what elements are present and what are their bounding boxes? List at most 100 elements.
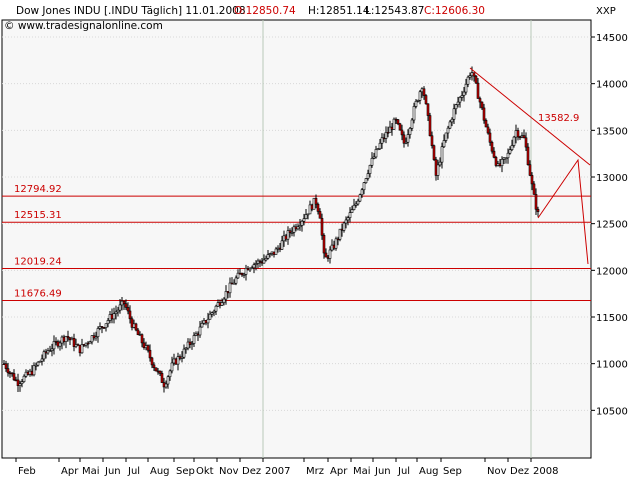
- candle-body: [228, 282, 232, 294]
- candle-body: [504, 157, 508, 160]
- candle-body: [318, 211, 322, 219]
- y-tick-label: 14500: [596, 33, 628, 44]
- candle-body: [102, 327, 106, 329]
- candle-body: [172, 358, 176, 364]
- x-tick-label: Aug: [150, 466, 170, 477]
- candle-body: [20, 381, 24, 384]
- candle-body: [522, 135, 526, 139]
- candle-body: [398, 123, 402, 131]
- candle-body: [480, 101, 484, 109]
- candle-body: [106, 320, 110, 324]
- candle-body: [474, 75, 478, 84]
- level-label: 12794.92: [14, 184, 62, 195]
- candle-body: [244, 267, 248, 275]
- candle-body: [108, 314, 112, 321]
- candle-body: [50, 348, 54, 351]
- candle-body: [10, 372, 14, 375]
- candle-body: [212, 310, 216, 313]
- candle-body: [32, 365, 36, 376]
- x-tick-label: Mai: [82, 466, 100, 477]
- candle-body: [124, 303, 128, 308]
- candle-body: [478, 98, 482, 103]
- candle-body: [118, 304, 122, 311]
- candle-body: [160, 373, 164, 383]
- candle-body: [380, 137, 384, 144]
- candle-body: [42, 351, 46, 360]
- candle-body: [424, 95, 428, 105]
- candle-body: [508, 149, 512, 154]
- candle-body: [96, 328, 100, 337]
- chart-grid: [2, 20, 591, 458]
- candle-body: [500, 159, 504, 167]
- candle-body: [58, 342, 62, 347]
- candle-body: [8, 372, 12, 375]
- candle-body: [206, 318, 210, 324]
- candle-body: [446, 127, 450, 134]
- candle-body: [242, 274, 246, 276]
- candle-body: [80, 344, 84, 354]
- candle-body: [84, 342, 88, 346]
- candle-body: [374, 149, 378, 158]
- candle-body: [274, 248, 278, 255]
- candle-body: [218, 302, 222, 306]
- candle-body: [360, 189, 364, 196]
- candle-body: [164, 383, 168, 388]
- x-axis: Feb Apr Mai Jun Jul Aug Sep Okt Nov Dez 2007 Mrz Apr…: [15, 458, 558, 477]
- candle-body: [176, 356, 180, 365]
- trendlines: [469, 67, 591, 265]
- candle-body: [268, 253, 272, 255]
- candle-body: [262, 259, 266, 264]
- candle-body: [66, 336, 70, 339]
- candle-body: [456, 101, 460, 106]
- level-label: 12019.24: [14, 257, 62, 268]
- x-tick-label: Apr: [330, 466, 348, 477]
- candle-body: [132, 323, 136, 328]
- candlestick-series: [2, 66, 540, 393]
- candle-body: [254, 263, 258, 265]
- candle-body: [94, 336, 98, 339]
- candle-body: [156, 370, 160, 373]
- candle-body: [510, 145, 514, 150]
- candle-body: [234, 277, 238, 284]
- candle-body: [528, 164, 532, 176]
- candle-body: [6, 368, 10, 374]
- candle-body: [344, 219, 348, 224]
- candle-body: [352, 204, 356, 210]
- candle-body: [52, 341, 56, 350]
- candle-body: [524, 137, 528, 148]
- plot-area: [1, 19, 592, 459]
- candle-body: [412, 106, 416, 121]
- candle-body: [68, 337, 72, 341]
- candle-body: [158, 370, 162, 374]
- candle-body: [452, 108, 456, 120]
- x-tick-label: Apr: [61, 466, 79, 477]
- candle-body: [144, 345, 148, 349]
- candle-body: [214, 305, 218, 312]
- candle-body: [34, 364, 38, 367]
- candle-body: [288, 230, 292, 233]
- candle-body: [178, 356, 182, 359]
- candle-body: [292, 226, 296, 233]
- candle-body: [416, 100, 420, 102]
- y-tick-label: 13500: [596, 126, 628, 137]
- candle-body: [18, 383, 22, 386]
- candle-body: [194, 333, 198, 336]
- candle-body: [100, 326, 104, 328]
- horizontal-levels: 12794.92 12515.31 12019.24 11676.49: [2, 184, 591, 302]
- candle-body: [378, 142, 382, 150]
- x-tick-label: Sep: [443, 466, 462, 477]
- candle-body: [370, 158, 374, 166]
- candle-body: [438, 161, 442, 166]
- source-credit: © www.tradesignalonline.com: [4, 20, 163, 32]
- candle-body: [226, 291, 230, 294]
- candle-body: [422, 88, 426, 96]
- candle-body: [232, 282, 236, 285]
- x-tick-label: Sep: [176, 466, 195, 477]
- candle-body: [408, 128, 412, 135]
- candle-body: [128, 310, 132, 320]
- candle-body: [518, 136, 522, 139]
- candle-body: [356, 200, 360, 205]
- candle-body: [322, 234, 326, 254]
- candle-body: [190, 343, 194, 345]
